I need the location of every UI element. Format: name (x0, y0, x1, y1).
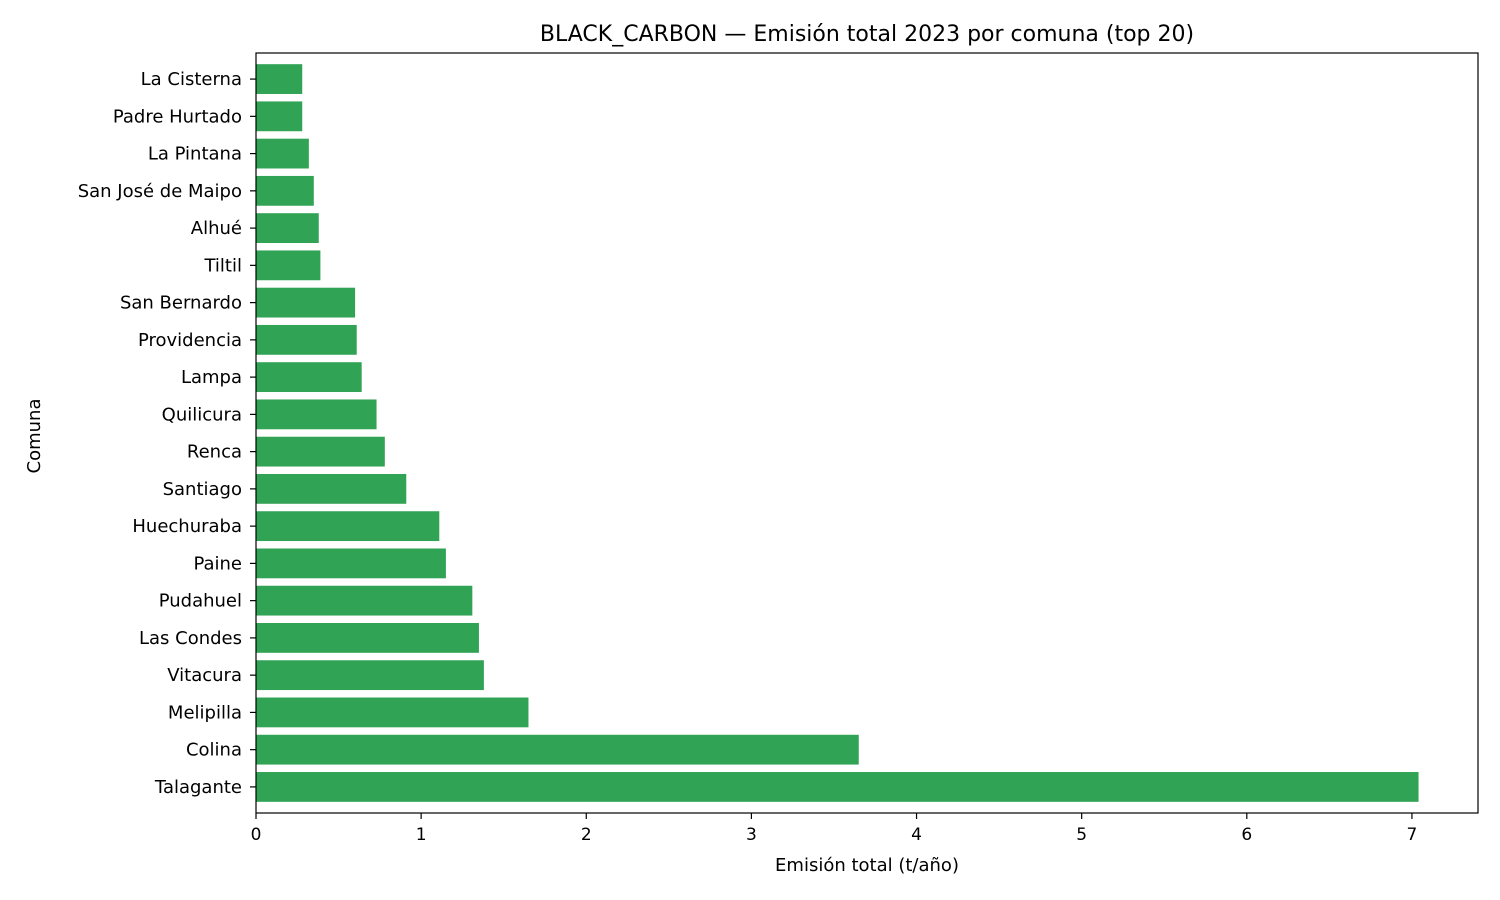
x-tick-label: 0 (251, 825, 262, 845)
bar (256, 436, 385, 467)
x-axis-label: Emisión total (t/año) (775, 855, 959, 876)
y-tick-label: Paine (193, 553, 242, 574)
chart-title: BLACK_CARBON — Emisión total 2023 por co… (540, 22, 1194, 47)
y-tick-label: Colina (186, 740, 242, 761)
y-tick-label: Huechuraba (132, 516, 242, 537)
bar (256, 585, 473, 616)
bar (256, 287, 356, 318)
y-tick-label: Tiltil (203, 255, 242, 276)
x-tick-label: 7 (1407, 825, 1418, 845)
bar (256, 548, 446, 579)
bar (256, 324, 357, 355)
y-tick-label: Pudahuel (159, 591, 242, 612)
bar (256, 511, 440, 542)
y-tick-label: San Bernardo (120, 293, 242, 314)
y-tick-label: Padre Hurtado (113, 106, 242, 127)
bar (256, 213, 319, 243)
bar (256, 772, 1419, 802)
bar (256, 623, 479, 653)
plot-area: 0 1 2 3 4 5 6 7 Talagante Colina Melipilla Vitacura… (78, 52, 1479, 845)
y-tick-label: Quilicura (162, 404, 242, 425)
bar (256, 697, 529, 728)
y-tick-label: Vitacura (167, 665, 242, 686)
x-tick-label: 5 (1076, 825, 1087, 845)
y-tick-label: Lampa (181, 367, 242, 388)
x-tick-label: 1 (416, 825, 427, 845)
bar (256, 473, 407, 504)
bar (256, 175, 314, 206)
bar (256, 399, 377, 430)
bar (256, 138, 309, 169)
bar (256, 362, 362, 393)
y-tick-label: Talagante (154, 777, 242, 798)
y-tick-label: Las Condes (139, 628, 242, 649)
bar (256, 660, 484, 691)
y-tick-label: San José de Maipo (78, 181, 242, 202)
y-tick-label: Providencia (138, 330, 242, 351)
y-axis-label: Comuna (24, 399, 45, 474)
y-tick-label: Renca (187, 442, 242, 463)
bar (256, 734, 859, 765)
bar (256, 64, 303, 94)
y-tick-label: Santiago (163, 479, 242, 500)
y-tick-label: La Pintana (148, 144, 242, 165)
y-tick-label: La Cisterna (141, 69, 242, 90)
y-tick-label: Melipilla (168, 702, 242, 723)
x-tick-label: 2 (581, 825, 592, 845)
plot-frame (255, 52, 1479, 814)
x-tick-label: 6 (1241, 825, 1252, 845)
y-tick-label: Alhué (191, 218, 242, 239)
bar (256, 250, 321, 281)
x-tick-label: 4 (911, 825, 922, 845)
bar (256, 101, 303, 132)
x-tick-label: 3 (746, 825, 757, 845)
